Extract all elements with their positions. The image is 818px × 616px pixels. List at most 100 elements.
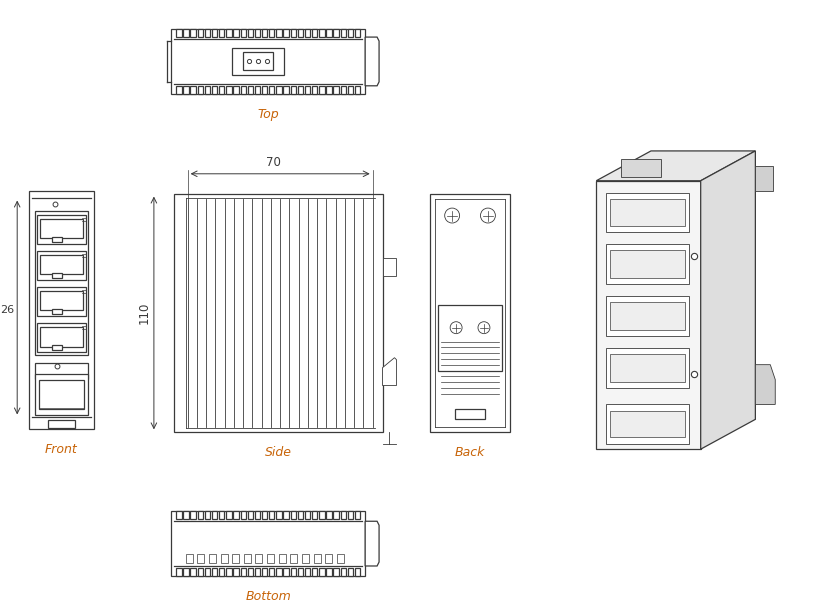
Bar — [283, 86, 289, 94]
Bar — [255, 29, 260, 37]
Bar — [227, 568, 231, 576]
Bar — [290, 554, 297, 562]
Bar — [290, 29, 296, 37]
Bar — [255, 511, 260, 519]
Bar — [319, 511, 325, 519]
Bar — [52, 237, 62, 242]
Bar — [298, 86, 303, 94]
Bar — [209, 554, 216, 562]
Bar — [455, 410, 485, 419]
Bar — [305, 86, 310, 94]
Bar — [204, 511, 210, 519]
Bar — [212, 86, 218, 94]
Bar — [35, 374, 88, 415]
Bar — [40, 254, 83, 275]
Bar — [298, 29, 303, 37]
Bar — [171, 29, 365, 94]
Bar — [334, 568, 339, 576]
Bar — [255, 86, 260, 94]
Bar — [269, 511, 275, 519]
Bar — [233, 29, 239, 37]
Polygon shape — [596, 151, 755, 180]
Bar — [269, 29, 275, 37]
Bar — [198, 86, 203, 94]
Bar — [348, 511, 353, 519]
Bar — [319, 86, 325, 94]
Bar — [227, 511, 231, 519]
Bar — [37, 323, 86, 352]
Bar — [183, 86, 189, 94]
Bar — [326, 511, 331, 519]
Bar — [240, 511, 246, 519]
Bar — [191, 29, 196, 37]
Bar — [255, 554, 263, 562]
Bar — [326, 86, 331, 94]
Bar — [212, 29, 218, 37]
Bar — [212, 568, 218, 576]
Bar — [191, 568, 196, 576]
Polygon shape — [755, 365, 775, 405]
Bar — [233, 568, 239, 576]
Text: Front: Front — [45, 443, 78, 456]
Bar — [279, 554, 285, 562]
Bar — [248, 86, 253, 94]
Bar — [183, 511, 189, 519]
Bar — [319, 568, 325, 576]
Polygon shape — [365, 521, 379, 566]
Bar — [227, 29, 231, 37]
Bar — [283, 568, 289, 576]
Bar — [269, 86, 275, 94]
Bar — [221, 554, 227, 562]
Bar — [312, 568, 317, 576]
Bar — [312, 29, 317, 37]
Bar — [197, 554, 204, 562]
Bar — [355, 568, 360, 576]
Bar — [340, 29, 346, 37]
Bar — [183, 568, 189, 576]
Bar — [312, 511, 317, 519]
Bar — [40, 291, 83, 310]
Circle shape — [450, 322, 462, 334]
Bar — [176, 86, 182, 94]
Bar — [305, 511, 310, 519]
Bar — [255, 568, 260, 576]
Bar — [337, 554, 344, 562]
Bar — [219, 511, 224, 519]
Bar — [326, 554, 332, 562]
Bar — [348, 568, 353, 576]
Bar — [233, 86, 239, 94]
Bar — [244, 554, 251, 562]
Bar — [198, 568, 203, 576]
Bar — [47, 420, 75, 428]
Bar — [298, 568, 303, 576]
Polygon shape — [701, 151, 755, 449]
Bar — [262, 86, 267, 94]
Text: 110: 110 — [138, 302, 151, 324]
Bar — [302, 554, 309, 562]
Bar — [430, 193, 510, 432]
Bar — [219, 29, 224, 37]
Bar — [290, 568, 296, 576]
Bar — [276, 29, 281, 37]
Bar — [248, 568, 253, 576]
Text: Top: Top — [258, 108, 279, 121]
Bar — [204, 86, 210, 94]
Bar — [240, 29, 246, 37]
Bar — [262, 511, 267, 519]
Bar — [240, 86, 246, 94]
Bar — [198, 29, 203, 37]
Bar — [313, 554, 321, 562]
Bar — [355, 511, 360, 519]
Bar — [52, 345, 62, 350]
Bar — [269, 568, 275, 576]
Bar — [298, 511, 303, 519]
Bar — [240, 568, 246, 576]
Text: Side: Side — [265, 446, 292, 459]
Circle shape — [480, 208, 496, 223]
Bar — [276, 568, 281, 576]
Bar — [37, 251, 86, 280]
Bar — [438, 305, 502, 371]
Circle shape — [478, 322, 490, 334]
Bar — [232, 554, 239, 562]
Bar — [248, 29, 253, 37]
